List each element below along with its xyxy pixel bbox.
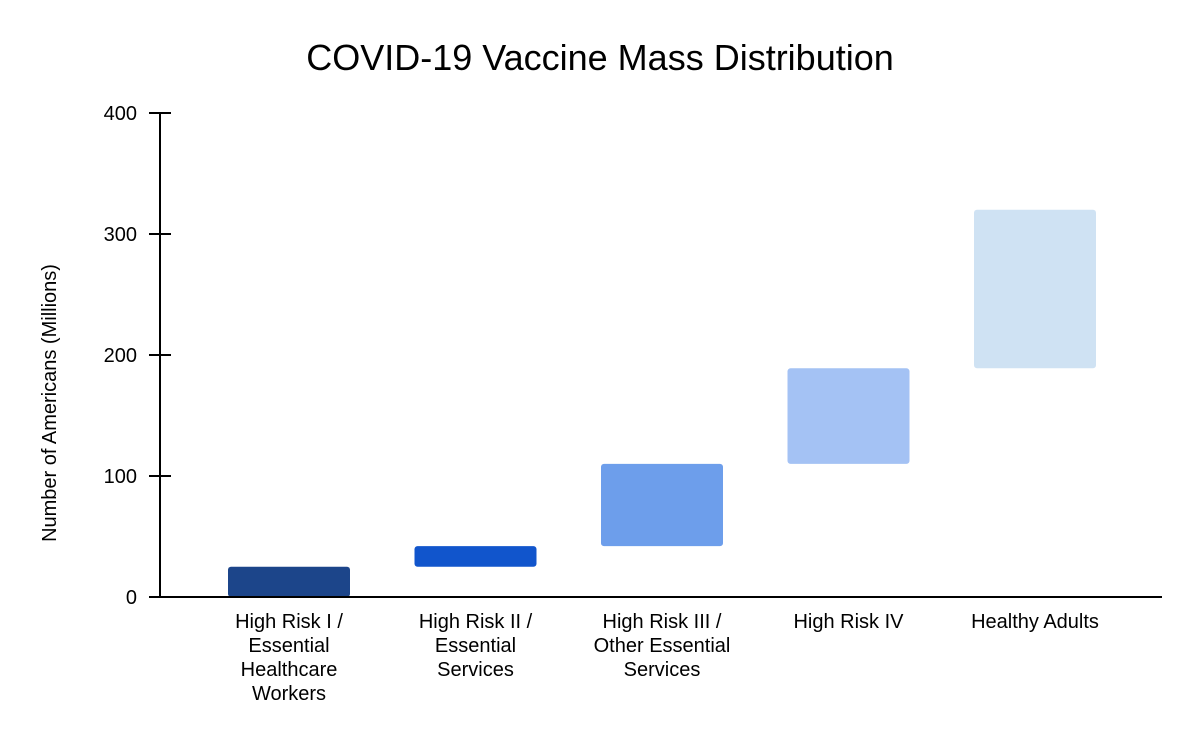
x-category-label-line: Healthy Adults (971, 611, 1099, 633)
x-category-label-line: High Risk I / (235, 611, 343, 633)
x-category-label-line: Workers (252, 683, 326, 705)
x-category-label: High Risk II / Essential Services (419, 611, 533, 681)
x-category-label: High Risk IV (793, 611, 904, 633)
bar-4 (787, 368, 910, 464)
y-tick-label: 0 (126, 587, 137, 609)
x-category-label: Healthy Adults (971, 611, 1099, 633)
x-axis-labels: High Risk I / Essential Healthcare WorkersH… (235, 611, 1099, 705)
bars (228, 209, 1096, 597)
x-category-label-line: Services (437, 659, 514, 681)
x-category-label: High Risk III / Other Essential Services (594, 611, 731, 681)
y-tick-label: 400 (104, 103, 137, 125)
chart-title: COVID-19 Vaccine Mass Distribution (306, 37, 894, 78)
y-tick-label: 200 (104, 345, 137, 367)
y-axis-ticks: 0 100 200 300 400 (104, 103, 171, 609)
x-category-label-line: High Risk II / (419, 611, 533, 633)
y-axis-label: Number of Americans (Millions) (39, 264, 61, 542)
y-tick-label: 100 (104, 466, 137, 488)
bar-2 (414, 546, 537, 567)
x-category-label-line: Healthcare (241, 659, 338, 681)
y-tick-label: 300 (104, 224, 137, 246)
bar-3 (601, 463, 723, 547)
x-category-label-line: Essential (435, 635, 516, 657)
x-category-label: High Risk I / Essential Healthcare Workers (235, 611, 343, 705)
x-category-label-line: Essential (248, 635, 329, 657)
bar-5 (974, 209, 1096, 369)
x-category-label-line: High Risk IV (793, 611, 904, 633)
x-category-label-line: Services (624, 659, 701, 681)
x-category-label-line: High Risk III / (603, 611, 722, 633)
x-category-label-line: Other Essential (594, 635, 731, 657)
bar-1 (228, 566, 350, 597)
